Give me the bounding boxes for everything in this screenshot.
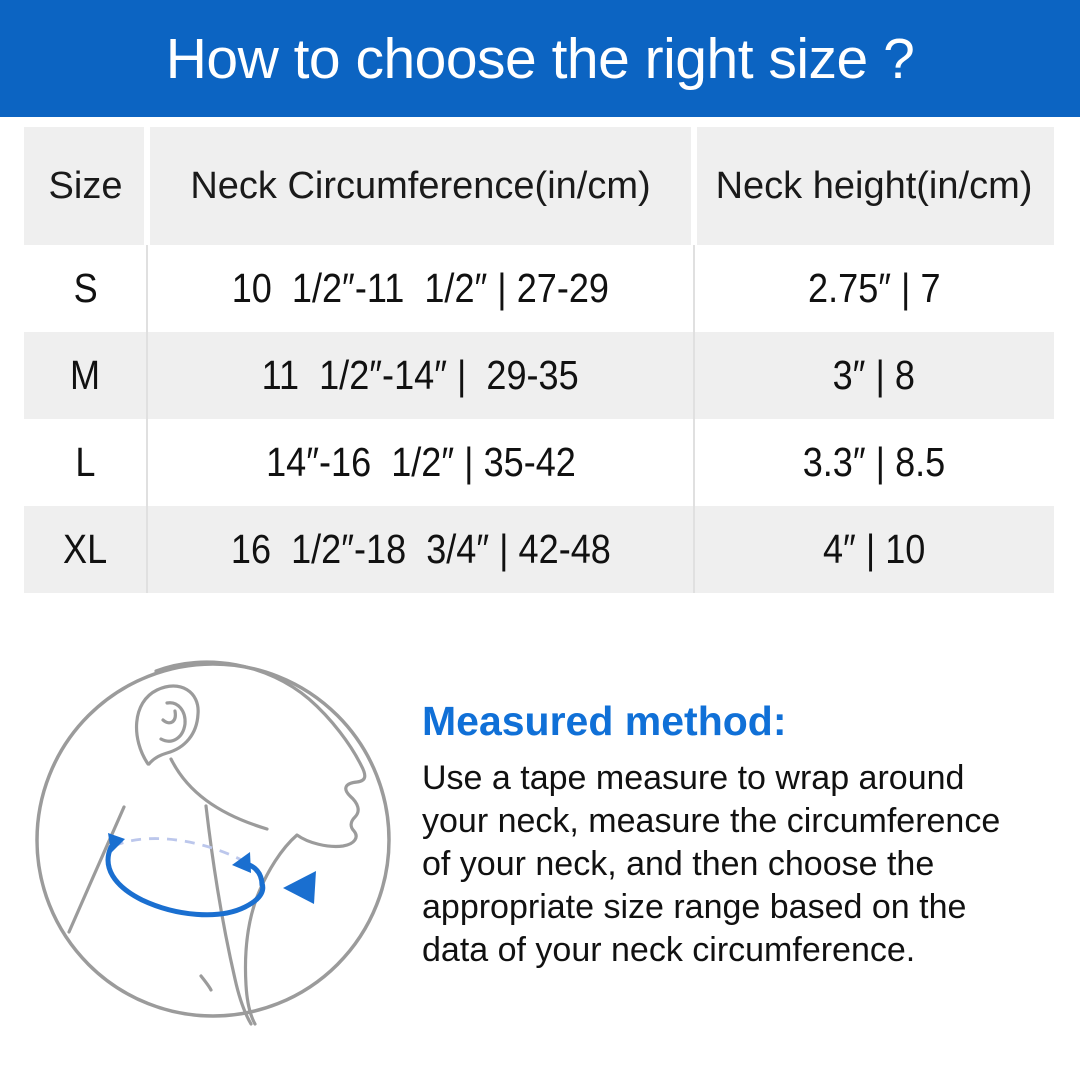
table-row-m: M 11 1/2″-14″ | 29-35 3″ | 8 <box>24 332 1054 419</box>
height-cell: 3″ | 8 <box>832 352 916 398</box>
size-cell: S <box>73 265 98 311</box>
method-text-line: data of your neck circumference. <box>422 931 916 969</box>
circumference-cell: 11 1/2″-14″ | 29-35 <box>261 352 580 398</box>
method-text-line: your neck, measure the circumference <box>422 802 1001 840</box>
table-row-l: L 14″-16 1/2″ | 35-42 3.3″ | 8.5 <box>24 419 1054 506</box>
height-cell: 4″ | 10 <box>822 526 926 572</box>
page-title: How to choose the right size ? <box>165 26 915 91</box>
arrowhead <box>108 833 125 853</box>
circumference-cell: 10 1/2″-11 1/2″ | 27-29 <box>231 265 610 311</box>
method-paragraph: Use a tape measure to wrap around your n… <box>422 757 1000 972</box>
neck-measurement-illustration <box>35 660 391 1026</box>
column-header-size: Size <box>24 127 147 245</box>
height-cell: 3.3″ | 8.5 <box>802 439 946 485</box>
table-header-row: Size Neck Circumference(in/cm) Neck heig… <box>24 127 1054 245</box>
table-row-xl: XL 16 1/2″-18 3/4″ | 42-48 4″ | 10 <box>24 506 1054 593</box>
size-cell: M <box>70 352 101 398</box>
measure-arrow-icon <box>105 833 316 918</box>
method-text-line: Use a tape measure to wrap around <box>422 759 965 797</box>
ear-outline <box>135 684 200 766</box>
column-header-height: Neck height(in/cm) <box>694 127 1054 245</box>
circumference-cell: 16 1/2″-18 3/4″ | 42-48 <box>230 526 611 572</box>
circumference-cell: 14″-16 1/2″ | 35-42 <box>265 439 576 485</box>
size-table: Size Neck Circumference(in/cm) Neck heig… <box>24 127 1054 593</box>
header-banner: How to choose the right size ? <box>0 0 1080 117</box>
size-cell: XL <box>63 526 108 572</box>
tape-dashed-arc <box>113 837 257 870</box>
tape-solid-arc <box>105 844 266 918</box>
height-cell: 2.75″ | 7 <box>807 265 941 311</box>
size-cell: L <box>75 439 96 485</box>
table-row-s: S 10 1/2″-11 1/2″ | 27-29 2.75″ | 7 <box>24 245 1054 332</box>
column-divider <box>146 245 148 593</box>
arrowhead <box>232 852 251 873</box>
direction-triangle-icon <box>283 871 316 904</box>
method-heading: Measured method: <box>422 698 787 744</box>
method-text-line: of your neck, and then choose the <box>422 845 935 883</box>
circle-frame <box>35 662 391 1018</box>
method-text-line: appropriate size range based on the <box>422 888 967 926</box>
column-header-circumference: Neck Circumference(in/cm) <box>147 127 694 245</box>
column-divider <box>693 245 695 593</box>
person-outline <box>35 660 391 1026</box>
